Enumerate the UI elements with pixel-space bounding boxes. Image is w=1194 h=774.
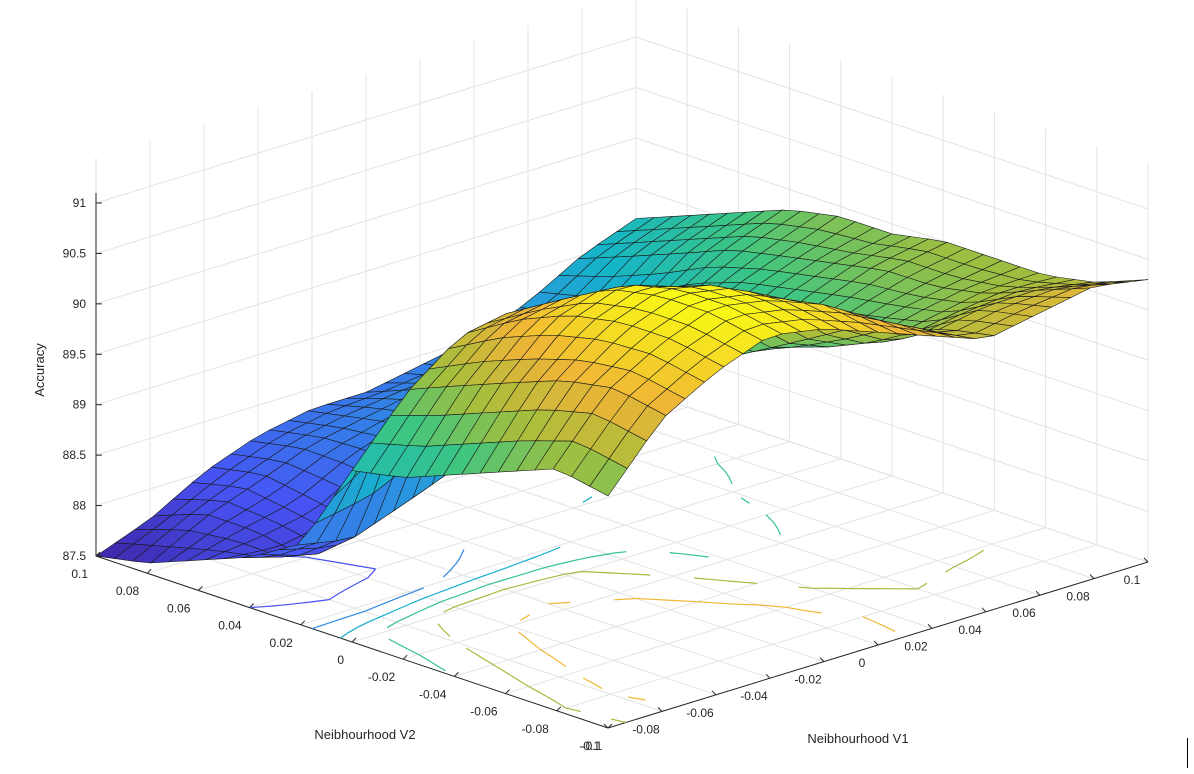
y-tick-label: 0 [337, 653, 344, 667]
floor-gridline [249, 441, 790, 609]
surface-plot [95, 209, 1149, 564]
y-tick-mark [198, 586, 203, 591]
x-tick-mark [819, 657, 825, 662]
y-tick-mark [607, 723, 613, 729]
floor-gridline [351, 475, 893, 643]
x-tick-mark [765, 673, 771, 679]
window-edge-mark [1187, 738, 1188, 768]
x-tick-mark [873, 640, 879, 646]
contour-line [437, 549, 985, 724]
y-tick-label: -0.02 [368, 670, 396, 684]
x-tick-label: 0.04 [958, 623, 982, 637]
x-tick-mark [1035, 590, 1041, 596]
wall-gridline [635, 86, 1149, 260]
y-tick-mark [505, 689, 510, 694]
y-tick-label: -0.1 [579, 739, 600, 753]
wall-gridline [95, 86, 637, 254]
x-tick-label: 0 [859, 656, 866, 670]
y-tick-mark [402, 654, 408, 660]
y-axis-label: Neibhourhood V2 [314, 727, 415, 742]
x-axis-label: Neibhourhood V1 [807, 731, 908, 746]
z-tick-label: 90.5 [63, 246, 87, 260]
z-tick-label: 88 [73, 499, 87, 513]
z-tick-label: 87.5 [63, 549, 87, 563]
y-tick-mark [351, 637, 357, 643]
wall-gridline [95, 187, 637, 355]
wall-gridline [95, 137, 637, 305]
x-tick-mark [981, 607, 987, 613]
x-tick-label: -0.1 [582, 739, 603, 753]
axis-ticks: -0.1 -0.08 -0.06 -0.04 -0.02 0 0.02 0.04 0.06 0.0… [63, 196, 1149, 753]
wall-gridline [95, 238, 637, 406]
y-tick-label: 0.1 [71, 567, 88, 581]
y-tick-mark [454, 672, 459, 677]
floor-gridline [419, 455, 933, 629]
floor-gridline [198, 423, 739, 591]
x-tick-label: 0.06 [1012, 606, 1036, 620]
x-tick-label: -0.06 [686, 706, 714, 720]
x-tick-mark [927, 624, 933, 629]
x-tick-mark [711, 690, 717, 696]
surface-patch [589, 458, 628, 497]
z-tick-label: 91 [73, 196, 87, 210]
y-tick-label: -0.08 [521, 722, 549, 736]
y-tick-label: 0.08 [116, 584, 140, 598]
x-tick-label: -0.04 [740, 689, 768, 703]
y-tick-mark [249, 603, 254, 608]
y-tick-label: 0.06 [167, 601, 191, 615]
y-tick-mark [556, 706, 562, 712]
x-tick-label: -0.02 [794, 673, 822, 687]
x-tick-label: -0.08 [632, 722, 660, 736]
x-tick-label: 0.1 [1124, 573, 1141, 587]
x-tick-mark [603, 723, 609, 729]
z-axis-label: Accuracy [32, 343, 47, 397]
wall-gridline [635, 389, 1149, 563]
y-tick-mark [300, 620, 306, 626]
x-tick-label: 0.08 [1066, 590, 1090, 604]
y-tick-label: 0.04 [218, 619, 242, 633]
floor-gridline [581, 406, 1095, 580]
y-tick-label: -0.06 [470, 705, 498, 719]
wall-gridline [635, 36, 1149, 210]
floor-gridline [300, 458, 841, 626]
y-tick-label: -0.04 [419, 687, 447, 701]
x-tick-mark [1089, 574, 1095, 579]
z-tick-label: 88.5 [63, 448, 87, 462]
wall-gridline [95, 36, 637, 204]
z-tick-label: 89 [73, 398, 87, 412]
x-tick-mark [657, 707, 663, 712]
z-tick-label: 89.5 [63, 347, 87, 361]
y-tick-label: 0.02 [269, 636, 293, 650]
z-tick-label: 90 [73, 297, 87, 311]
y-tick-mark [95, 551, 101, 557]
contour-line [518, 597, 896, 701]
x-tick-label: 0.02 [904, 639, 928, 653]
y-tick-mark [146, 568, 152, 574]
contour-line [386, 441, 781, 672]
x-tick-mark [1143, 557, 1149, 563]
contour-line [312, 549, 465, 630]
contour-projection [211, 413, 985, 724]
